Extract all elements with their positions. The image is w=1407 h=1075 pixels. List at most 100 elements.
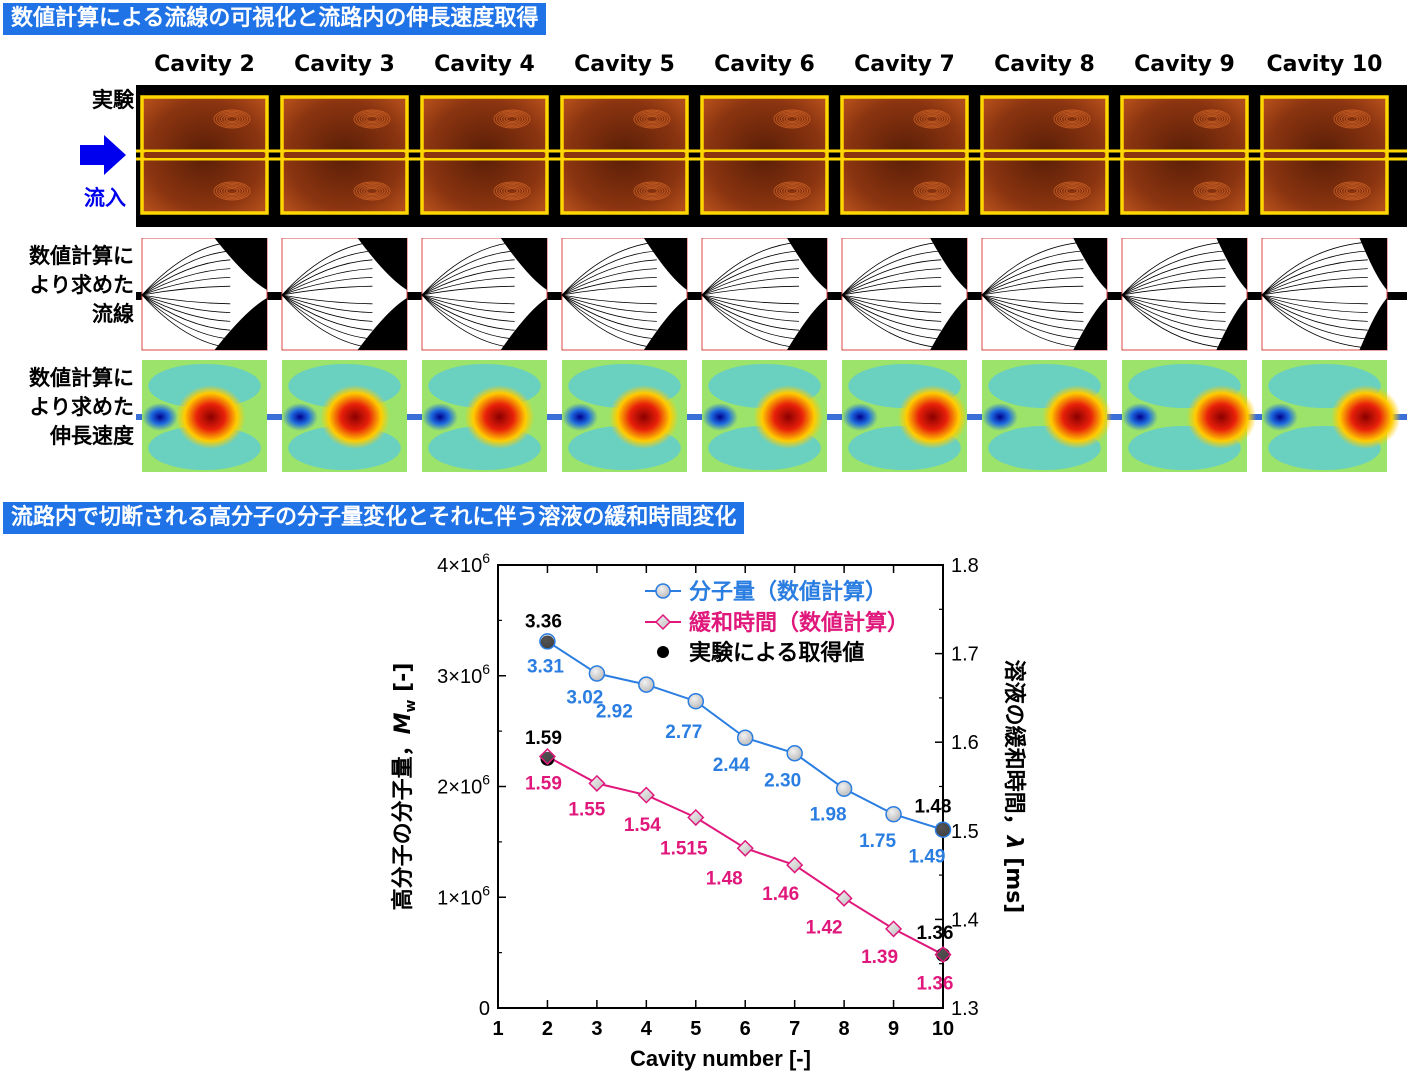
x-tick-label: 2	[542, 1018, 553, 1040]
extension-cavity	[1262, 360, 1401, 472]
cavity-label: Cavity 6	[714, 52, 815, 77]
lambda-point	[786, 856, 804, 874]
cavity-label: Cavity 10	[1266, 52, 1383, 77]
lambda-data-label: 1.39	[861, 947, 898, 968]
x-tick-label: 5	[690, 1018, 701, 1040]
streamline-cavity	[1261, 237, 1388, 351]
legend-mw-marker	[655, 583, 671, 599]
x-tick-label: 8	[839, 1018, 850, 1040]
mw-data-label: 2.92	[596, 702, 633, 723]
lambda-point	[637, 786, 655, 804]
streamline-cavity	[1121, 237, 1248, 351]
experiment-data-label: 1.36	[917, 923, 954, 944]
mw-point	[539, 633, 556, 650]
mw-point	[588, 665, 606, 682]
y-right-tick-label: 1.8	[951, 555, 979, 577]
streamline-row-label: 数値計算に より求めた 流線	[2, 242, 134, 329]
inflow-label: 流入	[84, 186, 126, 210]
legend-lambda-label: 緩和時間（数値計算）	[689, 610, 909, 636]
streamline-cavity	[141, 237, 268, 351]
x-tick-label: 4	[641, 1018, 653, 1040]
experiment-row-label: 実験	[92, 88, 134, 112]
bottom-section-banner: 流路内で切断される高分子の分子量変化とそれに伴う溶液の緩和時間変化	[3, 502, 745, 534]
y-left-tick-label: 4×106	[437, 550, 490, 577]
streamline-image-row	[136, 237, 1407, 358]
mw-data-label: 3.02	[566, 688, 603, 709]
y-right-tick-label: 1.7	[951, 644, 979, 666]
extension-cavity	[562, 360, 687, 472]
experiment-image-strip	[136, 85, 1407, 227]
extension-cavity	[142, 360, 267, 472]
mw-point	[835, 780, 853, 797]
x-tick-label: 1	[492, 1018, 503, 1040]
experiment-data-label: 1.59	[525, 728, 562, 749]
x-tick-label: 6	[740, 1018, 751, 1040]
streamline-label-line3: 流線	[92, 302, 134, 326]
mw-point	[736, 729, 754, 747]
legend-exp-marker	[657, 646, 669, 658]
cavity-label: Cavity 5	[574, 52, 675, 77]
streamline-cavity	[421, 237, 548, 351]
extension-rate-image-row	[136, 360, 1407, 480]
experiment-cavity-frame	[140, 95, 269, 215]
experiment-cavity-frame	[1260, 95, 1389, 215]
lambda-data-label: 1.54	[624, 815, 661, 836]
lambda-data-label: 1.55	[568, 799, 605, 820]
streamline-images	[136, 237, 1407, 351]
mw-point	[885, 805, 902, 823]
experiment-cavity-frame	[280, 95, 409, 215]
chart-legend: 分子量（数値計算） 緩和時間（数値計算） 実験による取得値	[645, 579, 909, 666]
cavity-label: Cavity 9	[1134, 52, 1235, 77]
lambda-point	[538, 747, 557, 766]
mw-data-label: 1.49	[909, 847, 946, 868]
y-right-tick-label: 1.5	[951, 821, 979, 843]
extension-row-label: 数値計算に より求めた 伸長速度	[2, 364, 134, 451]
lambda-point	[884, 920, 903, 938]
experiment-cavity-frame	[980, 95, 1109, 215]
mw-point	[687, 692, 705, 710]
extension-label-line1: 数値計算に	[29, 366, 134, 390]
mw-point	[638, 676, 655, 693]
experiment-point	[936, 947, 950, 962]
x-tick-label: 9	[888, 1018, 899, 1040]
mw-data-label: 1.98	[810, 805, 847, 826]
legend-exp-label: 実験による取得値	[689, 640, 864, 666]
experiment-cavity-frame	[1120, 95, 1249, 215]
experiment-image	[136, 95, 1407, 215]
experiment-cavity-frame	[420, 95, 549, 215]
experiment-point	[540, 751, 555, 766]
x-axis-label: Cavity number [-]	[630, 1046, 811, 1071]
mw-point	[934, 821, 952, 838]
extension-cavity	[702, 360, 827, 472]
y-left-tick-label: 0	[479, 998, 490, 1020]
y-left-tick-label: 1×106	[437, 882, 490, 909]
mw-data-label: 2.44	[713, 755, 750, 776]
y-right-tick-label: 1.6	[951, 732, 979, 754]
extension-cavity	[422, 360, 547, 472]
streamline-cavity	[841, 237, 968, 351]
streamline-cavity	[561, 237, 688, 351]
lambda-point	[588, 774, 606, 792]
cavity-label: Cavity 4	[434, 52, 535, 77]
mw-point	[786, 745, 803, 762]
mw-series-line	[546, 640, 944, 831]
experiment-point	[540, 635, 555, 650]
cavity-label: Cavity 2	[154, 52, 255, 77]
streamline-cavity	[281, 237, 408, 351]
y-right-tick-label: 1.3	[951, 998, 979, 1020]
cavity-label: Cavity 8	[994, 52, 1095, 77]
mw-data-label: 1.75	[859, 831, 896, 852]
cavity-label: Cavity 3	[294, 52, 395, 77]
extension-cavity	[982, 360, 1112, 472]
experiment-cavity-frame	[840, 95, 969, 215]
lambda-series-line	[546, 755, 944, 956]
lambda-data-label: 1.515	[660, 839, 708, 860]
experiment-cavity-frame	[560, 95, 689, 215]
streamline-label-line2: より求めた	[29, 273, 134, 297]
y-right-tick-label: 1.4	[951, 909, 979, 931]
cavity-label: Cavity 7	[854, 52, 955, 77]
lambda-point	[934, 946, 952, 964]
experiment-point	[936, 822, 950, 837]
y-left-tick-label: 3×106	[437, 661, 490, 688]
mw-data-label: 2.77	[665, 722, 702, 743]
